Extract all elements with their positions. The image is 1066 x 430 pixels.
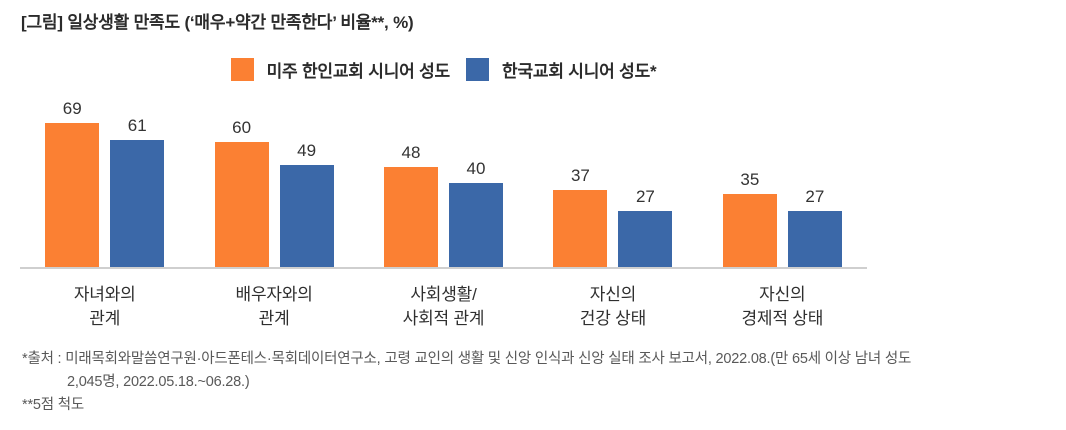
bar-value-label: 37: [570, 166, 590, 185]
bar-column: 49: [279, 141, 334, 267]
category-label: 자신의 경제적 상태: [741, 285, 824, 328]
bar-value-label: 69: [62, 99, 82, 118]
bar: [110, 140, 165, 267]
bar-group: 48 40: [359, 143, 528, 267]
bar: [449, 183, 504, 267]
bar-column: 35: [722, 170, 777, 267]
legend-label-korea-church: 한국교회 시니어 성도*: [502, 62, 657, 81]
legend: 미주 한인교회 시니어 성도 한국교회 시니어 성도*: [20, 57, 867, 82]
bar: [279, 165, 334, 267]
bar: [618, 211, 673, 267]
footnote-source: *출처 : 미래목회와말씀연구원·아드폰테스·목회데이터연구소, 고령 교인의 …: [22, 351, 912, 390]
category-label: 사회생활/ 사회적 관계: [402, 285, 485, 328]
bar: [553, 190, 608, 267]
bar-column: 27: [618, 187, 673, 267]
legend-item-korea-church: 한국교회 시니어 성도*: [466, 57, 657, 82]
bar-value-label: 35: [740, 170, 760, 189]
bar-value-label: 60: [232, 118, 252, 137]
footnotes: *출처 : 미래목회와말씀연구원·아드폰테스·목회데이터연구소, 고령 교인의 …: [22, 348, 1054, 417]
bar-value-label: 27: [805, 187, 825, 206]
bar-column: 40: [449, 159, 504, 267]
bar-group: 69 61: [20, 99, 189, 267]
legend-swatch-orange: [230, 58, 254, 81]
bar-column: 37: [553, 166, 608, 267]
category-label: 배우자와의 관계: [235, 285, 313, 328]
bar-group: 37 27: [528, 166, 697, 267]
bar-column: 60: [214, 118, 269, 267]
legend-swatch-blue: [466, 58, 489, 81]
bar-column: 69: [45, 99, 100, 267]
bar-value-label: 61: [127, 116, 147, 135]
bar: [214, 142, 269, 267]
legend-item-us-korean-church: 미주 한인교회 시니어 성도: [230, 57, 451, 82]
x-axis-line: [20, 267, 867, 269]
footnote-scale: **5점 척도: [22, 397, 84, 413]
bar-column: 48: [384, 143, 439, 267]
category-label: 자녀와의 관계: [73, 285, 136, 328]
bar-column: 61: [110, 116, 165, 267]
legend-label-us-korean-church: 미주 한인교회 시니어 성도: [266, 62, 451, 81]
bar-group: 35 27: [698, 170, 867, 267]
bar-chart: 69 61 60 49 48 40 37 27 35 27: [20, 90, 867, 267]
bar-value-label: 40: [466, 159, 486, 178]
bar: [787, 211, 842, 267]
bar: [722, 194, 777, 267]
bar-value-label: 49: [297, 141, 317, 160]
category-axis-labels: 자녀와의 관계 배우자와의 관계 사회생활/ 사회적 관계 자신의 건강 상태 자신의 …: [20, 283, 867, 331]
bar: [45, 123, 100, 267]
bar-group: 60 49: [189, 118, 358, 267]
bar-column: 27: [787, 187, 842, 267]
figure-title: [그림] 일상생활 만족도 (‘매우+약간 만족한다’ 비율**, %): [21, 13, 414, 32]
bar-value-label: 48: [401, 143, 421, 162]
bar-value-label: 27: [635, 187, 655, 206]
bar: [384, 167, 439, 267]
category-label: 자신의 건강 상태: [579, 285, 647, 328]
